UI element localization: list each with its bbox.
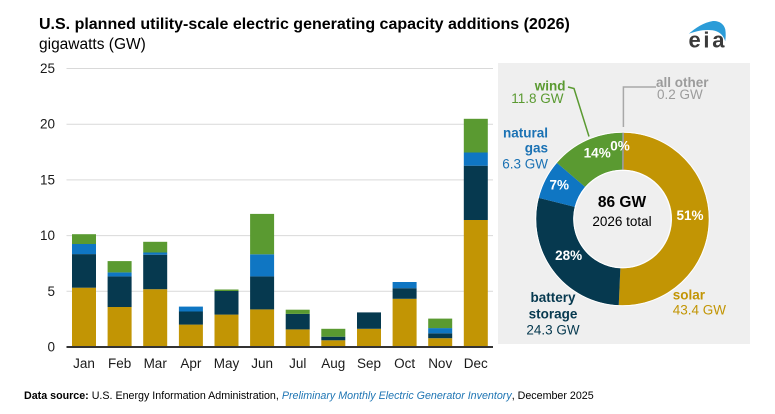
svg-text:storage: storage [529,307,578,322]
svg-text:7%: 7% [550,178,570,193]
svg-text:Jun: Jun [251,356,273,371]
svg-text:Sep: Sep [357,356,381,371]
svg-text:43.4 GW: 43.4 GW [673,303,727,318]
svg-text:Mar: Mar [144,356,168,371]
svg-text:0%: 0% [610,139,630,154]
svg-text:Jan: Jan [73,356,95,371]
svg-text:Nov: Nov [428,356,452,371]
svg-text:5: 5 [47,284,55,299]
svg-text:2026 total: 2026 total [592,214,651,229]
svg-text:Oct: Oct [394,356,415,371]
svg-text:Apr: Apr [180,356,202,371]
svg-text:gas: gas [525,141,548,156]
svg-text:May: May [214,356,240,371]
svg-text:51%: 51% [676,208,703,223]
svg-text:Data source: U.S. Energy Infor: Data source: U.S. Energy Information Adm… [24,390,594,402]
svg-text:6.3 GW: 6.3 GW [502,157,548,172]
svg-text:eia: eia [689,28,728,53]
svg-text:Aug: Aug [321,356,345,371]
svg-text:86 GW: 86 GW [598,194,647,211]
svg-text:solar: solar [673,288,706,303]
svg-text:0: 0 [47,340,55,355]
svg-text:15: 15 [40,172,55,187]
svg-text:24.3 GW: 24.3 GW [526,323,580,338]
svg-text:28%: 28% [555,248,582,263]
svg-text:0.2 GW: 0.2 GW [657,87,703,102]
svg-text:10: 10 [40,228,55,243]
svg-text:gigawatts (GW): gigawatts (GW) [39,36,146,53]
svg-text:11.8 GW: 11.8 GW [511,91,564,106]
svg-text:Jul: Jul [289,356,306,371]
svg-text:U.S. planned utility-scale ele: U.S. planned utility-scale electric gene… [39,16,570,33]
svg-text:14%: 14% [584,146,611,161]
svg-text:Feb: Feb [108,356,131,371]
svg-text:Dec: Dec [464,356,488,371]
svg-text:battery: battery [530,290,576,305]
svg-text:20: 20 [40,117,55,132]
svg-text:25: 25 [40,61,55,76]
svg-text:natural: natural [503,125,548,140]
